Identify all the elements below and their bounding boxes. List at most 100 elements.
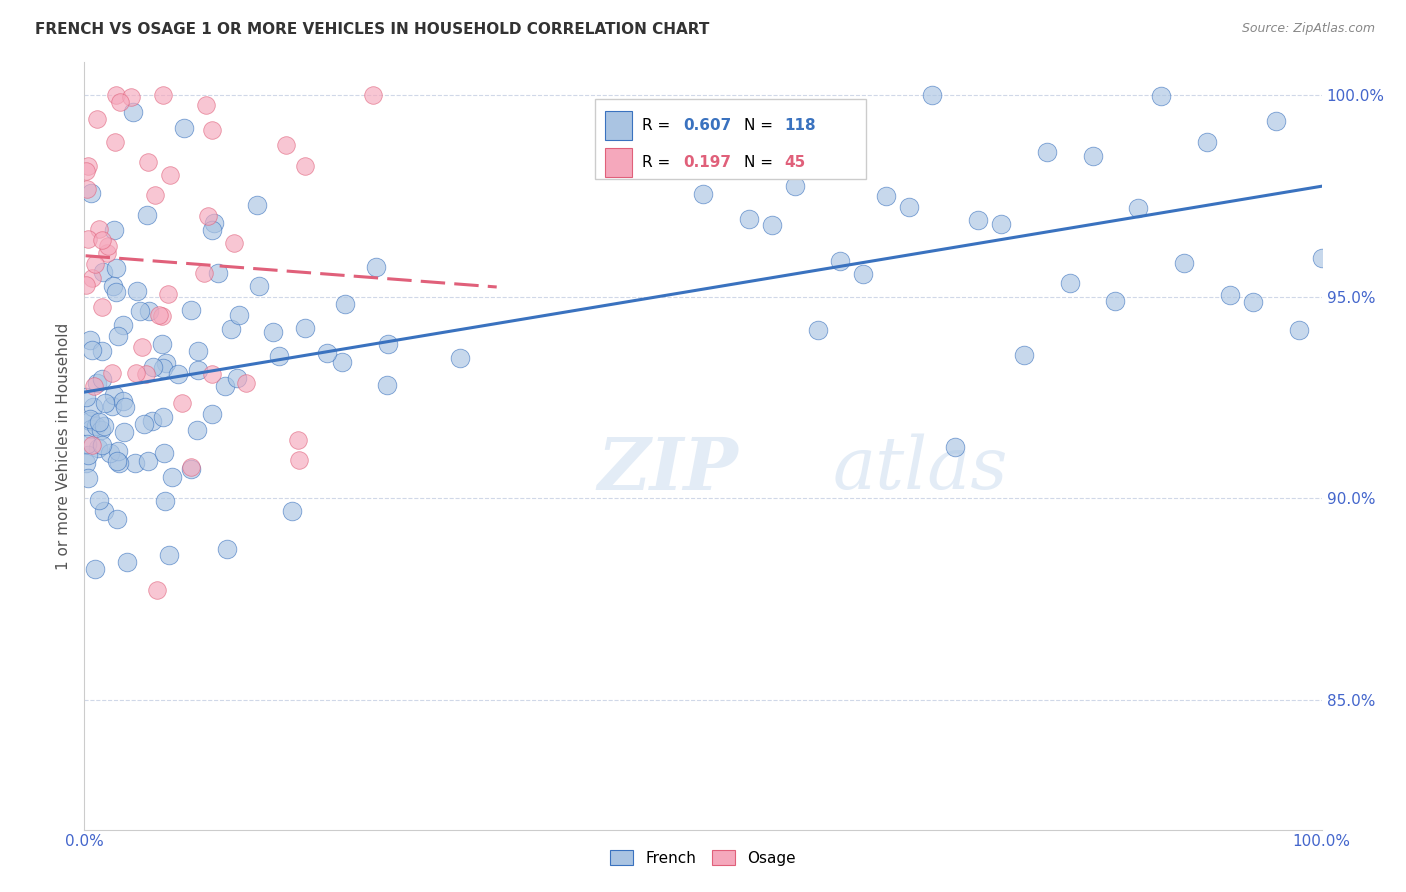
- Point: [87, 492, 110, 507]
- Point: [107, 443, 129, 458]
- Point: [247, 279, 270, 293]
- Point: [1035, 145, 1057, 159]
- Point: [80, 421, 103, 435]
- Point: [97, 239, 120, 253]
- Legend: French, Osage: French, Osage: [605, 844, 801, 871]
- Point: [82, 343, 104, 358]
- Point: [138, 304, 160, 318]
- Point: [201, 123, 224, 137]
- Point: [245, 198, 267, 212]
- Point: [76, 182, 98, 196]
- Point: [1173, 255, 1195, 269]
- Point: [153, 446, 176, 460]
- Point: [1128, 201, 1150, 215]
- Point: [86, 112, 108, 126]
- Point: [90, 438, 112, 452]
- Y-axis label: 1 or more Vehicles in Household: 1 or more Vehicles in Household: [56, 322, 72, 570]
- Point: [101, 278, 124, 293]
- Point: [83, 257, 105, 271]
- Point: [111, 394, 134, 409]
- Point: [1081, 149, 1104, 163]
- Point: [692, 187, 714, 202]
- Point: [1150, 88, 1173, 103]
- Point: [150, 336, 173, 351]
- Point: [201, 223, 224, 237]
- Point: [1241, 294, 1264, 309]
- Point: [83, 379, 105, 393]
- Point: [79, 412, 101, 426]
- Point: [193, 266, 215, 280]
- Text: FRENCH VS OSAGE 1 OR MORE VEHICLES IN HOUSEHOLD CORRELATION CHART: FRENCH VS OSAGE 1 OR MORE VEHICLES IN HO…: [35, 22, 710, 37]
- Point: [157, 548, 180, 562]
- Point: [122, 105, 145, 120]
- Point: [375, 378, 398, 392]
- Point: [124, 456, 146, 470]
- Text: 0.197: 0.197: [683, 154, 731, 169]
- Point: [224, 235, 246, 250]
- Point: [1264, 114, 1286, 128]
- Point: [1012, 349, 1035, 363]
- Point: [316, 346, 339, 360]
- Point: [91, 372, 114, 386]
- Point: [1197, 135, 1219, 149]
- Point: [195, 98, 218, 112]
- Point: [783, 178, 806, 193]
- Point: [96, 246, 118, 260]
- Point: [898, 200, 921, 214]
- Text: R =: R =: [643, 154, 675, 169]
- Point: [136, 155, 159, 169]
- Point: [103, 223, 125, 237]
- Point: [93, 504, 115, 518]
- Point: [1104, 294, 1126, 309]
- Point: [135, 368, 157, 382]
- Point: [105, 454, 128, 468]
- Point: [77, 470, 100, 484]
- Point: [94, 396, 117, 410]
- Point: [180, 459, 202, 474]
- Point: [76, 437, 98, 451]
- Point: [152, 361, 174, 376]
- Point: [967, 213, 990, 227]
- Point: [87, 222, 110, 236]
- Point: [90, 343, 112, 358]
- Point: [112, 425, 135, 439]
- Text: 0.607: 0.607: [683, 118, 731, 133]
- Point: [131, 340, 153, 354]
- Point: [235, 376, 257, 390]
- Point: [90, 423, 112, 437]
- Point: [197, 209, 219, 223]
- Point: [830, 254, 852, 268]
- Point: [152, 410, 174, 425]
- Point: [75, 390, 97, 404]
- Point: [162, 470, 184, 484]
- Point: [219, 322, 242, 336]
- Point: [98, 446, 121, 460]
- Text: 118: 118: [785, 118, 817, 133]
- Point: [157, 287, 180, 301]
- Point: [146, 582, 169, 597]
- Bar: [605, 147, 633, 177]
- Point: [1288, 322, 1310, 336]
- Point: [202, 216, 225, 230]
- Point: [333, 296, 356, 310]
- Point: [80, 186, 103, 201]
- Point: [155, 494, 177, 508]
- Point: [115, 556, 138, 570]
- Point: [761, 218, 783, 232]
- Point: [108, 456, 131, 470]
- Point: [142, 359, 165, 374]
- Point: [127, 284, 149, 298]
- Point: [104, 135, 127, 149]
- Point: [114, 401, 136, 415]
- Point: [281, 503, 304, 517]
- Point: [269, 349, 291, 363]
- Point: [187, 363, 209, 377]
- Point: [170, 396, 193, 410]
- Point: [1219, 287, 1241, 301]
- Point: [377, 337, 399, 351]
- Point: [714, 161, 737, 175]
- Text: R =: R =: [643, 118, 675, 133]
- Point: [79, 333, 101, 347]
- Text: atlas: atlas: [832, 434, 1008, 504]
- Point: [75, 277, 97, 292]
